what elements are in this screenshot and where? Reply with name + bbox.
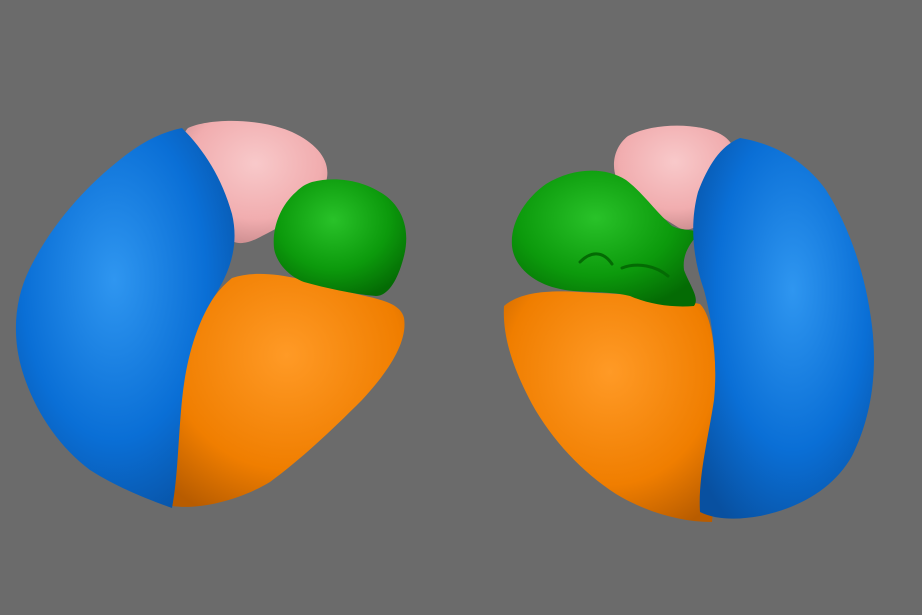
right-orange-structure[interactable] — [503, 291, 716, 522]
left-green-structure[interactable] — [273, 179, 407, 296]
right-blue-structure[interactable] — [693, 138, 874, 519]
left-orange-structure[interactable] — [168, 273, 405, 507]
right-green-crease — [578, 252, 670, 278]
right-green-structure[interactable] — [511, 170, 698, 307]
left-blue-structure[interactable] — [15, 128, 235, 508]
right-structure-group[interactable] — [503, 125, 874, 522]
left-structure-group[interactable] — [15, 120, 407, 508]
